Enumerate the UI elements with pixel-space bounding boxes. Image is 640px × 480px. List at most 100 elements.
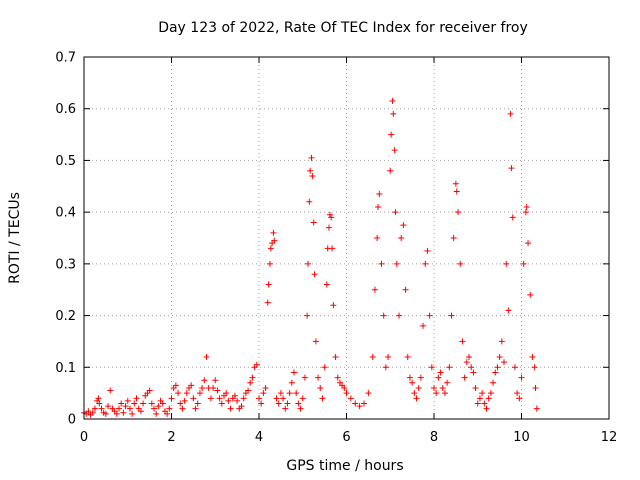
data-point: [516, 395, 523, 402]
data-point: [374, 235, 381, 241]
data-point: [487, 390, 494, 397]
data-point: [406, 374, 413, 381]
data-point: [307, 167, 314, 174]
data-point: [388, 131, 395, 138]
data-point: [293, 390, 300, 397]
data-point: [431, 384, 437, 391]
data-point: [392, 209, 399, 216]
data-point: [238, 403, 245, 410]
data-point: [378, 260, 385, 267]
data-point: [207, 395, 214, 402]
data-point: [297, 405, 304, 412]
y-axis-title: ROTI / TECUs: [7, 192, 23, 284]
data-point: [375, 203, 381, 210]
data-point: [457, 260, 464, 267]
data-point: [527, 291, 534, 298]
data-point: [258, 400, 265, 407]
data-point: [264, 299, 271, 306]
data-point: [256, 395, 262, 402]
data-point: [295, 400, 302, 407]
data-point: [181, 397, 188, 404]
data-point: [270, 229, 277, 236]
data-point: [387, 167, 394, 174]
data-point: [352, 400, 359, 407]
data-point: [312, 338, 319, 345]
data-point: [227, 405, 234, 412]
data-point: [321, 364, 328, 371]
y-tick-labels: 0 0.1 0.2 0.3 0.4 0.5 0.6 0.7: [55, 51, 76, 428]
data-point: [391, 147, 398, 154]
data-point: [89, 409, 96, 416]
data-point: [507, 110, 514, 117]
data-point: [245, 387, 252, 394]
data-point: [446, 364, 453, 371]
grid-lines: [84, 57, 609, 419]
data-point: [304, 312, 311, 319]
data-point: [385, 353, 392, 360]
data-point: [196, 390, 203, 397]
data-point: [273, 395, 280, 402]
data-point: [459, 338, 466, 345]
data-point: [177, 400, 184, 407]
data-point: [376, 191, 383, 198]
data-point: [271, 237, 278, 244]
data-point: [422, 260, 429, 267]
y-tick-label: 0.6: [55, 102, 76, 117]
data-point: [190, 395, 197, 402]
data-point: [463, 359, 470, 366]
data-point: [265, 281, 272, 288]
data-point: [485, 395, 492, 402]
data-point: [420, 322, 427, 329]
data-point: [511, 364, 518, 371]
data-point: [476, 395, 483, 402]
data-point: [146, 387, 153, 394]
data-point: [498, 338, 505, 345]
data-point: [223, 390, 230, 397]
data-point: [503, 260, 510, 267]
x-tick-label: 8: [430, 430, 438, 445]
data-point: [326, 224, 332, 231]
data-point: [522, 209, 529, 216]
data-point: [326, 211, 333, 218]
data-point: [439, 384, 446, 391]
data-point: [444, 379, 451, 386]
data-point: [474, 400, 481, 407]
data-point: [411, 390, 418, 397]
data-point: [371, 286, 378, 293]
data-point: [450, 235, 457, 241]
data-point: [501, 359, 507, 366]
data-point: [479, 390, 486, 397]
data-point: [148, 400, 155, 407]
data-point: [315, 374, 322, 381]
data-point: [253, 361, 260, 368]
data-point: [113, 410, 120, 417]
data-point: [426, 312, 433, 319]
data-point: [120, 409, 127, 416]
data-point: [334, 374, 341, 381]
data-point: [317, 384, 324, 391]
data-point: [400, 222, 407, 229]
data-point: [435, 374, 442, 381]
data-point: [409, 379, 416, 386]
data-point: [319, 395, 326, 402]
data-point: [151, 405, 157, 412]
x-axis-title: GPS time / hours: [286, 458, 403, 474]
data-point: [137, 408, 144, 415]
data-point: [262, 384, 269, 391]
data-point: [308, 154, 315, 161]
data-point: [199, 384, 206, 391]
chart-title: Day 123 of 2022, Rate Of TEC Index for r…: [158, 20, 528, 36]
data-point: [494, 364, 501, 371]
data-point: [194, 400, 201, 407]
data-point: [286, 390, 293, 397]
data-point: [214, 387, 221, 394]
data-point: [188, 382, 195, 389]
data-point: [85, 408, 92, 415]
x-tick-label: 0: [80, 430, 88, 445]
data-point: [330, 302, 337, 309]
data-point: [210, 384, 217, 391]
data-point: [247, 379, 254, 386]
data-point: [343, 390, 350, 397]
data-point: [96, 400, 103, 407]
